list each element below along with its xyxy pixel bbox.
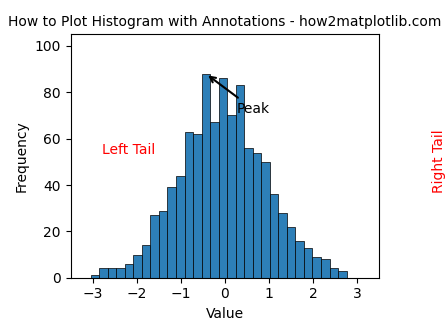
Bar — [134, 255, 142, 278]
Y-axis label: Frequency: Frequency — [15, 120, 29, 192]
Bar — [116, 268, 125, 278]
Bar — [219, 78, 227, 278]
Bar — [151, 215, 159, 278]
Bar — [287, 227, 295, 278]
X-axis label: Value: Value — [206, 307, 244, 321]
Bar — [236, 85, 244, 278]
Text: Right Tail: Right Tail — [432, 129, 446, 193]
Bar — [176, 176, 185, 278]
Bar — [295, 241, 304, 278]
Bar — [159, 210, 168, 278]
Bar — [261, 162, 270, 278]
Bar — [312, 257, 321, 278]
Bar — [125, 264, 134, 278]
Bar — [142, 245, 151, 278]
Bar — [108, 268, 116, 278]
Bar — [99, 268, 108, 278]
Bar — [168, 187, 176, 278]
Bar — [210, 122, 219, 278]
Bar — [185, 132, 193, 278]
Bar — [202, 74, 210, 278]
Bar — [253, 153, 261, 278]
Bar — [270, 194, 278, 278]
Bar — [227, 116, 236, 278]
Title: How to Plot Histogram with Annotations - how2matplotlib.com: How to Plot Histogram with Annotations -… — [8, 15, 442, 29]
Bar — [278, 213, 287, 278]
Bar — [193, 134, 202, 278]
Bar — [321, 259, 330, 278]
Text: Left Tail: Left Tail — [102, 143, 155, 157]
Text: Peak: Peak — [210, 77, 270, 116]
Bar — [244, 148, 253, 278]
Bar — [330, 268, 338, 278]
Bar — [338, 271, 347, 278]
Bar — [90, 276, 99, 278]
Bar — [304, 248, 312, 278]
